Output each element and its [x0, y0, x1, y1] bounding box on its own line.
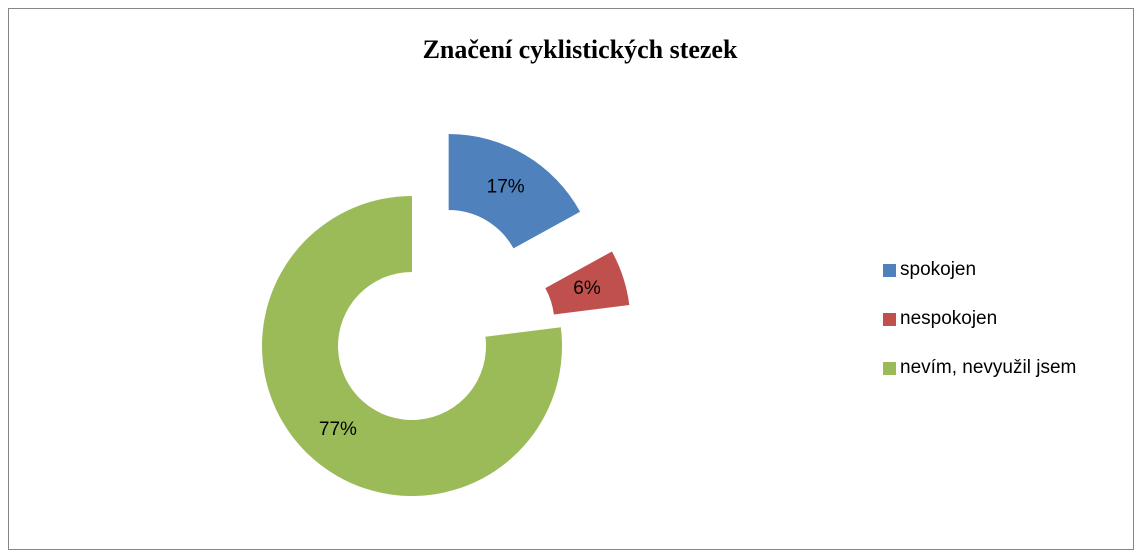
data-label: 17%	[487, 177, 525, 198]
doughnut-segment	[545, 251, 630, 315]
doughnut-segment	[261, 196, 562, 497]
legend-label: nespokojen	[900, 308, 997, 329]
legend-swatch	[883, 362, 896, 375]
legend-label: spokojen	[900, 259, 976, 280]
data-label: 6%	[573, 278, 601, 299]
doughnut-segment	[448, 134, 581, 249]
legend-swatch	[883, 264, 896, 277]
legend-swatch	[883, 313, 896, 326]
chart-title: Značení cyklistických stezek	[423, 35, 738, 64]
legend-label: nevím, nevyužil jsem	[900, 357, 1076, 378]
data-label: 77%	[319, 419, 357, 440]
